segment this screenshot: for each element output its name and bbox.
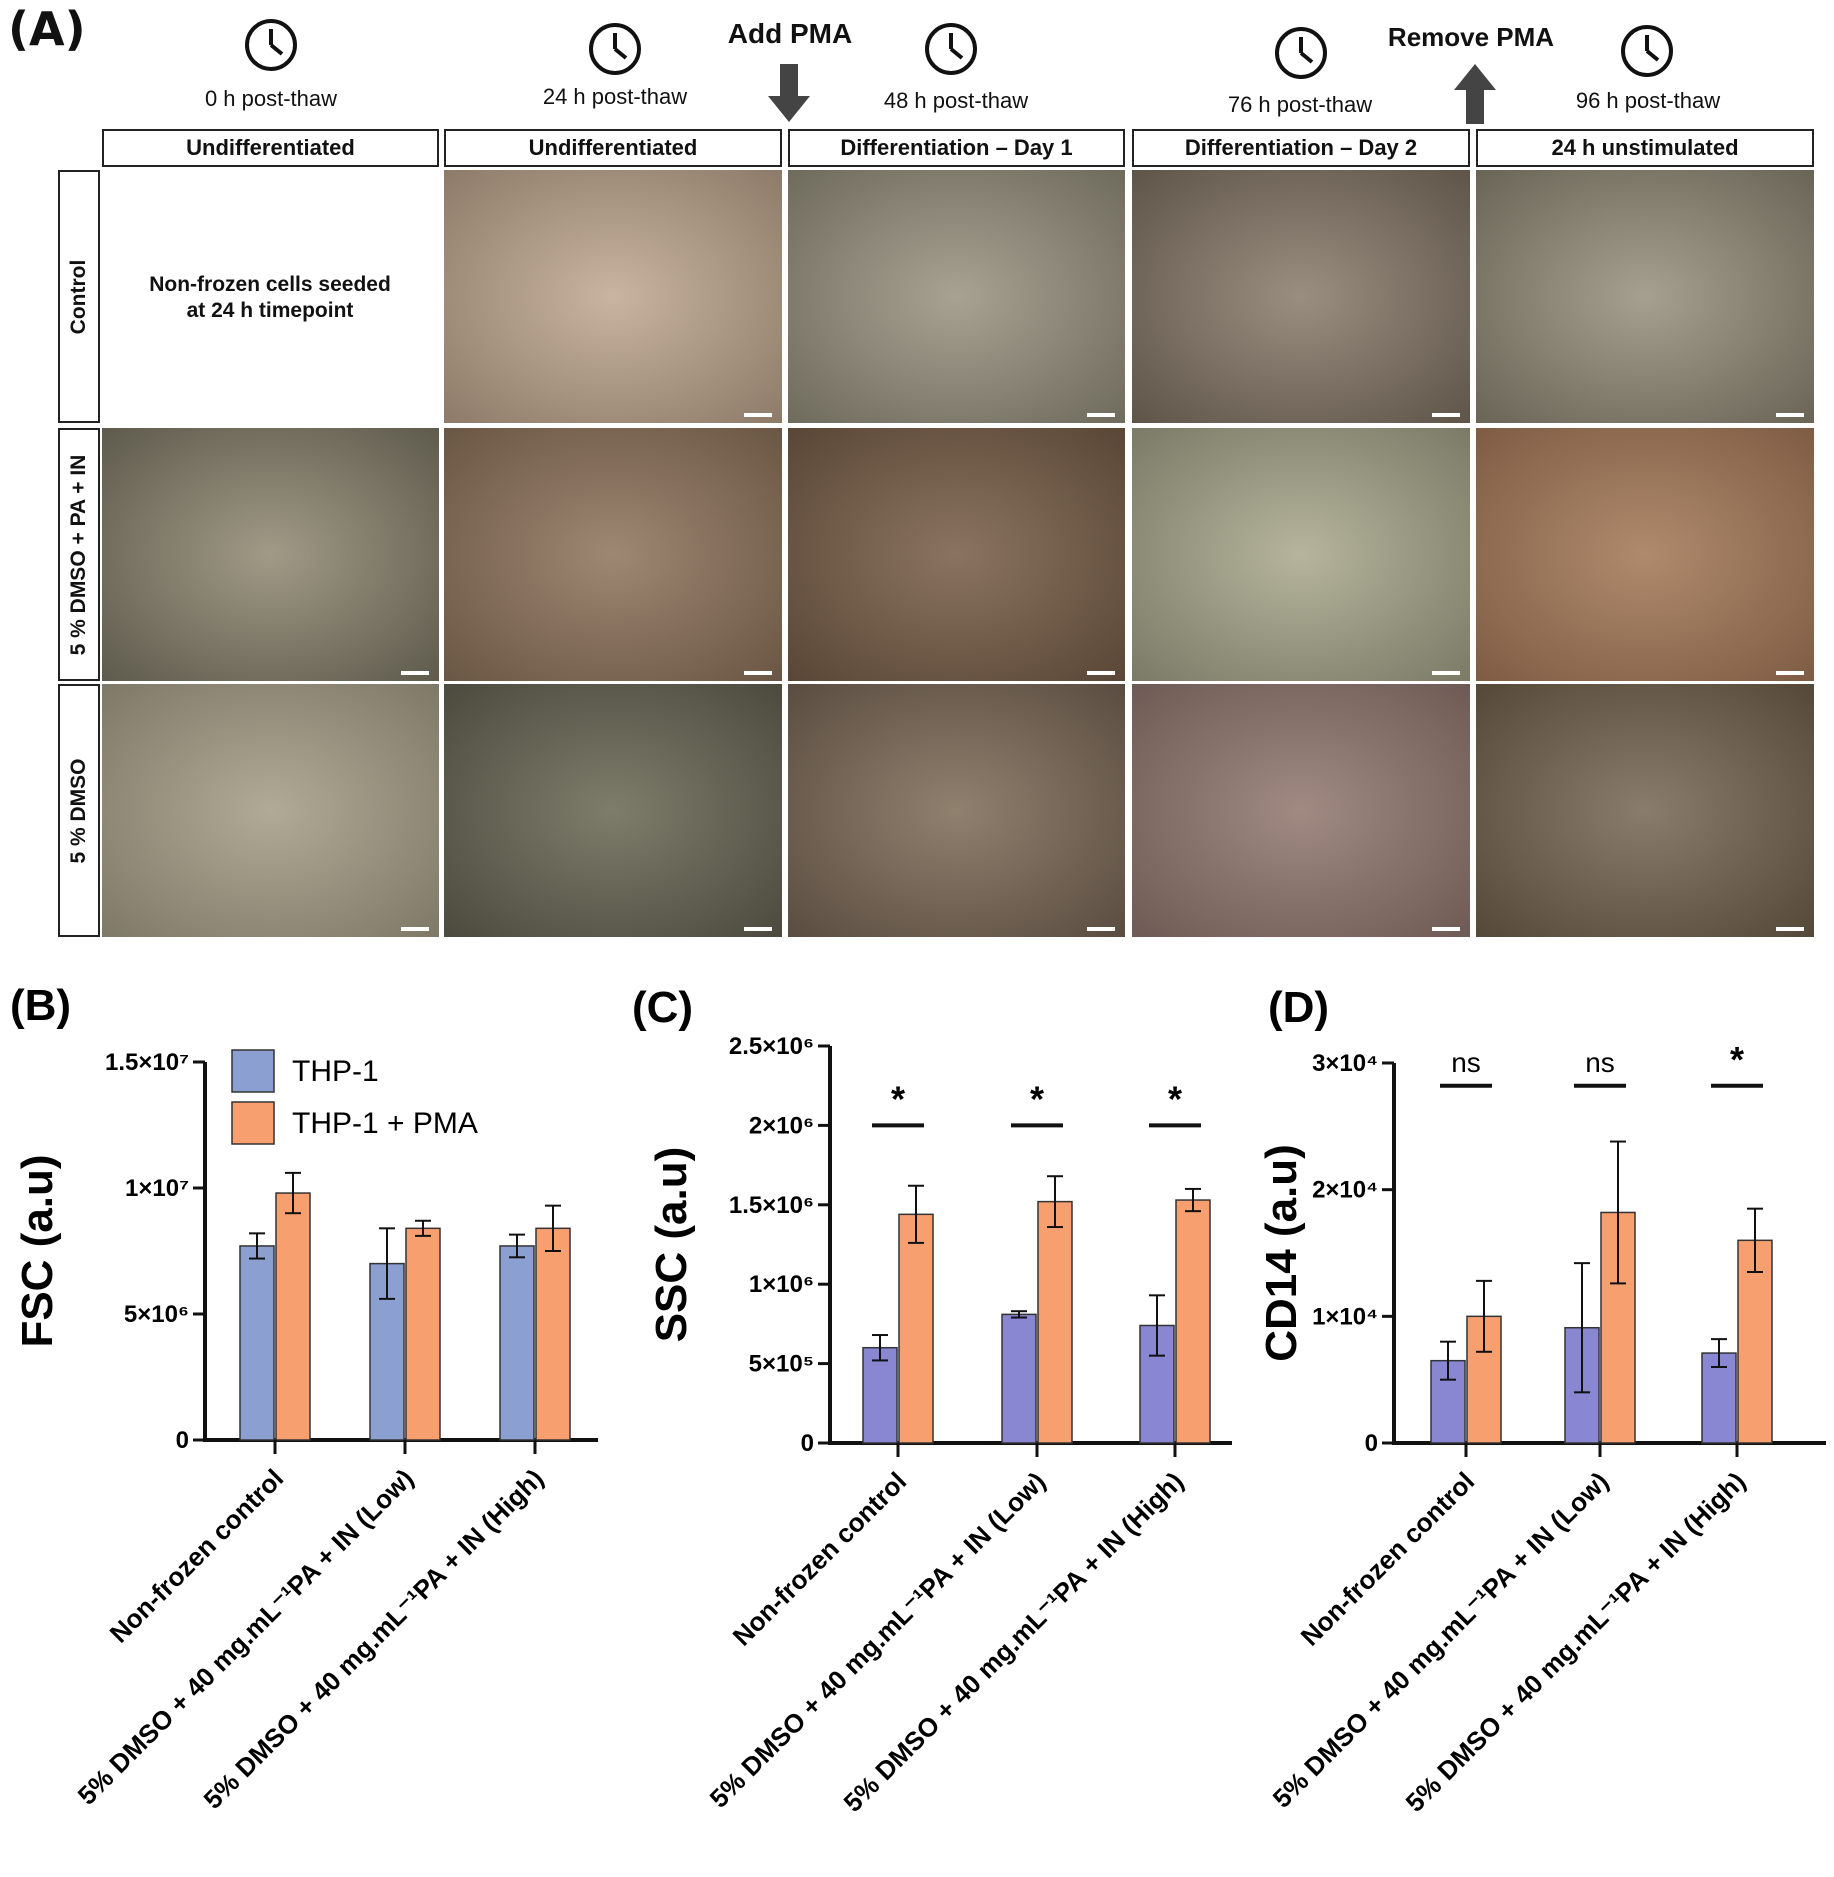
y-tick-label: 1×10⁴ — [1312, 1303, 1378, 1330]
bar — [1175, 1199, 1211, 1444]
row-header: 5 % DMSO + PA + IN — [58, 428, 100, 681]
legend-swatch — [231, 1049, 275, 1093]
timepoint-label: 0 h post-thaw — [204, 86, 338, 111]
y-tick-label: 0 — [176, 1427, 189, 1454]
clock-icon — [925, 23, 977, 75]
add-pma-label: Add PMA — [727, 18, 853, 49]
micrograph-image — [1476, 428, 1814, 681]
timepoint-label: 48 h post-thaw — [883, 88, 1029, 113]
timepoint-label: 96 h post-thaw — [1575, 88, 1721, 113]
micrograph-image — [102, 684, 439, 937]
clock-icon — [1621, 25, 1673, 77]
clock-icon — [1275, 27, 1327, 79]
y-tick-label: 1.5×10⁷ — [105, 1049, 189, 1076]
significance-label: * — [1168, 1078, 1182, 1119]
timepoint-label: 76 h post-thaw — [1227, 92, 1373, 117]
panel-letter: (C) — [632, 983, 693, 1032]
column-header: Differentiation – Day 1 — [788, 129, 1125, 167]
clock-icon — [245, 19, 297, 71]
column-header: Differentiation – Day 2 — [1132, 129, 1470, 167]
significance-label: * — [1730, 1039, 1744, 1080]
bar — [535, 1227, 571, 1441]
micrograph-image — [1132, 428, 1470, 681]
remove-pma-label: Remove PMA — [1387, 22, 1555, 52]
bar — [898, 1213, 934, 1444]
significance-label: * — [891, 1078, 905, 1119]
bar — [1001, 1313, 1037, 1444]
y-tick-label: 0 — [801, 1430, 814, 1457]
legend-label: THP-1 — [292, 1055, 379, 1088]
y-tick-label: 2×10⁶ — [749, 1112, 814, 1139]
timepoint-label: 24 h post-thaw — [542, 84, 688, 109]
micrograph-image — [1132, 684, 1470, 937]
micrograph-image — [1132, 170, 1470, 423]
panel-a-letter: (A) — [8, 2, 86, 56]
micrograph-image — [102, 428, 439, 681]
micrograph-image — [1476, 170, 1814, 423]
micrograph-image — [788, 684, 1125, 937]
micrograph-image — [788, 170, 1125, 423]
y-axis-label: SSC (a.u) — [647, 1147, 696, 1343]
clock-icon — [589, 23, 641, 75]
row-header: Control — [58, 170, 100, 423]
y-axis-label: FSC (a.u) — [13, 1154, 62, 1347]
down-arrow-icon — [768, 64, 810, 122]
y-tick-label: 0 — [1365, 1430, 1378, 1457]
micrograph-image — [1476, 684, 1814, 937]
y-tick-label: 2.5×10⁶ — [729, 1033, 814, 1060]
significance-label: ns — [1451, 1047, 1481, 1078]
bar — [275, 1192, 311, 1441]
y-tick-label: 1×10⁷ — [125, 1175, 189, 1202]
bar — [1037, 1200, 1073, 1444]
micrograph-image — [444, 428, 782, 681]
significance-label: * — [1030, 1078, 1044, 1119]
bar — [862, 1346, 898, 1444]
y-axis-label: CD14 (a.u) — [1257, 1144, 1306, 1362]
panel-letter: (B) — [10, 981, 71, 1030]
micrograph-image — [444, 684, 782, 937]
column-header: Undifferentiated — [444, 129, 782, 167]
bar — [405, 1227, 441, 1441]
nonfrozen-note: Non-frozen cells seeded at 24 h timepoin… — [149, 273, 391, 322]
column-header: 24 h unstimulated — [1476, 129, 1814, 167]
y-tick-label: 2×10⁴ — [1312, 1177, 1378, 1204]
up-arrow-icon — [1454, 64, 1496, 124]
legend-swatch — [231, 1101, 275, 1145]
row-header: 5 % DMSO — [58, 684, 100, 937]
y-tick-label: 3×10⁴ — [1312, 1050, 1378, 1077]
y-tick-label: 1.5×10⁶ — [729, 1192, 814, 1219]
y-tick-label: 1×10⁶ — [749, 1271, 814, 1298]
bar — [1701, 1352, 1737, 1444]
micrograph-image — [444, 170, 782, 423]
column-header: Undifferentiated — [102, 129, 439, 167]
bar — [1737, 1239, 1773, 1444]
y-tick-label: 5×10⁵ — [749, 1351, 814, 1378]
legend-label: THP-1 + PMA — [292, 1107, 478, 1140]
micrograph-image — [788, 428, 1125, 681]
significance-label: ns — [1585, 1047, 1615, 1078]
panel-letter: (D) — [1268, 983, 1329, 1032]
bar — [499, 1245, 535, 1441]
y-tick-label: 5×10⁶ — [124, 1301, 189, 1328]
bar — [239, 1245, 275, 1441]
